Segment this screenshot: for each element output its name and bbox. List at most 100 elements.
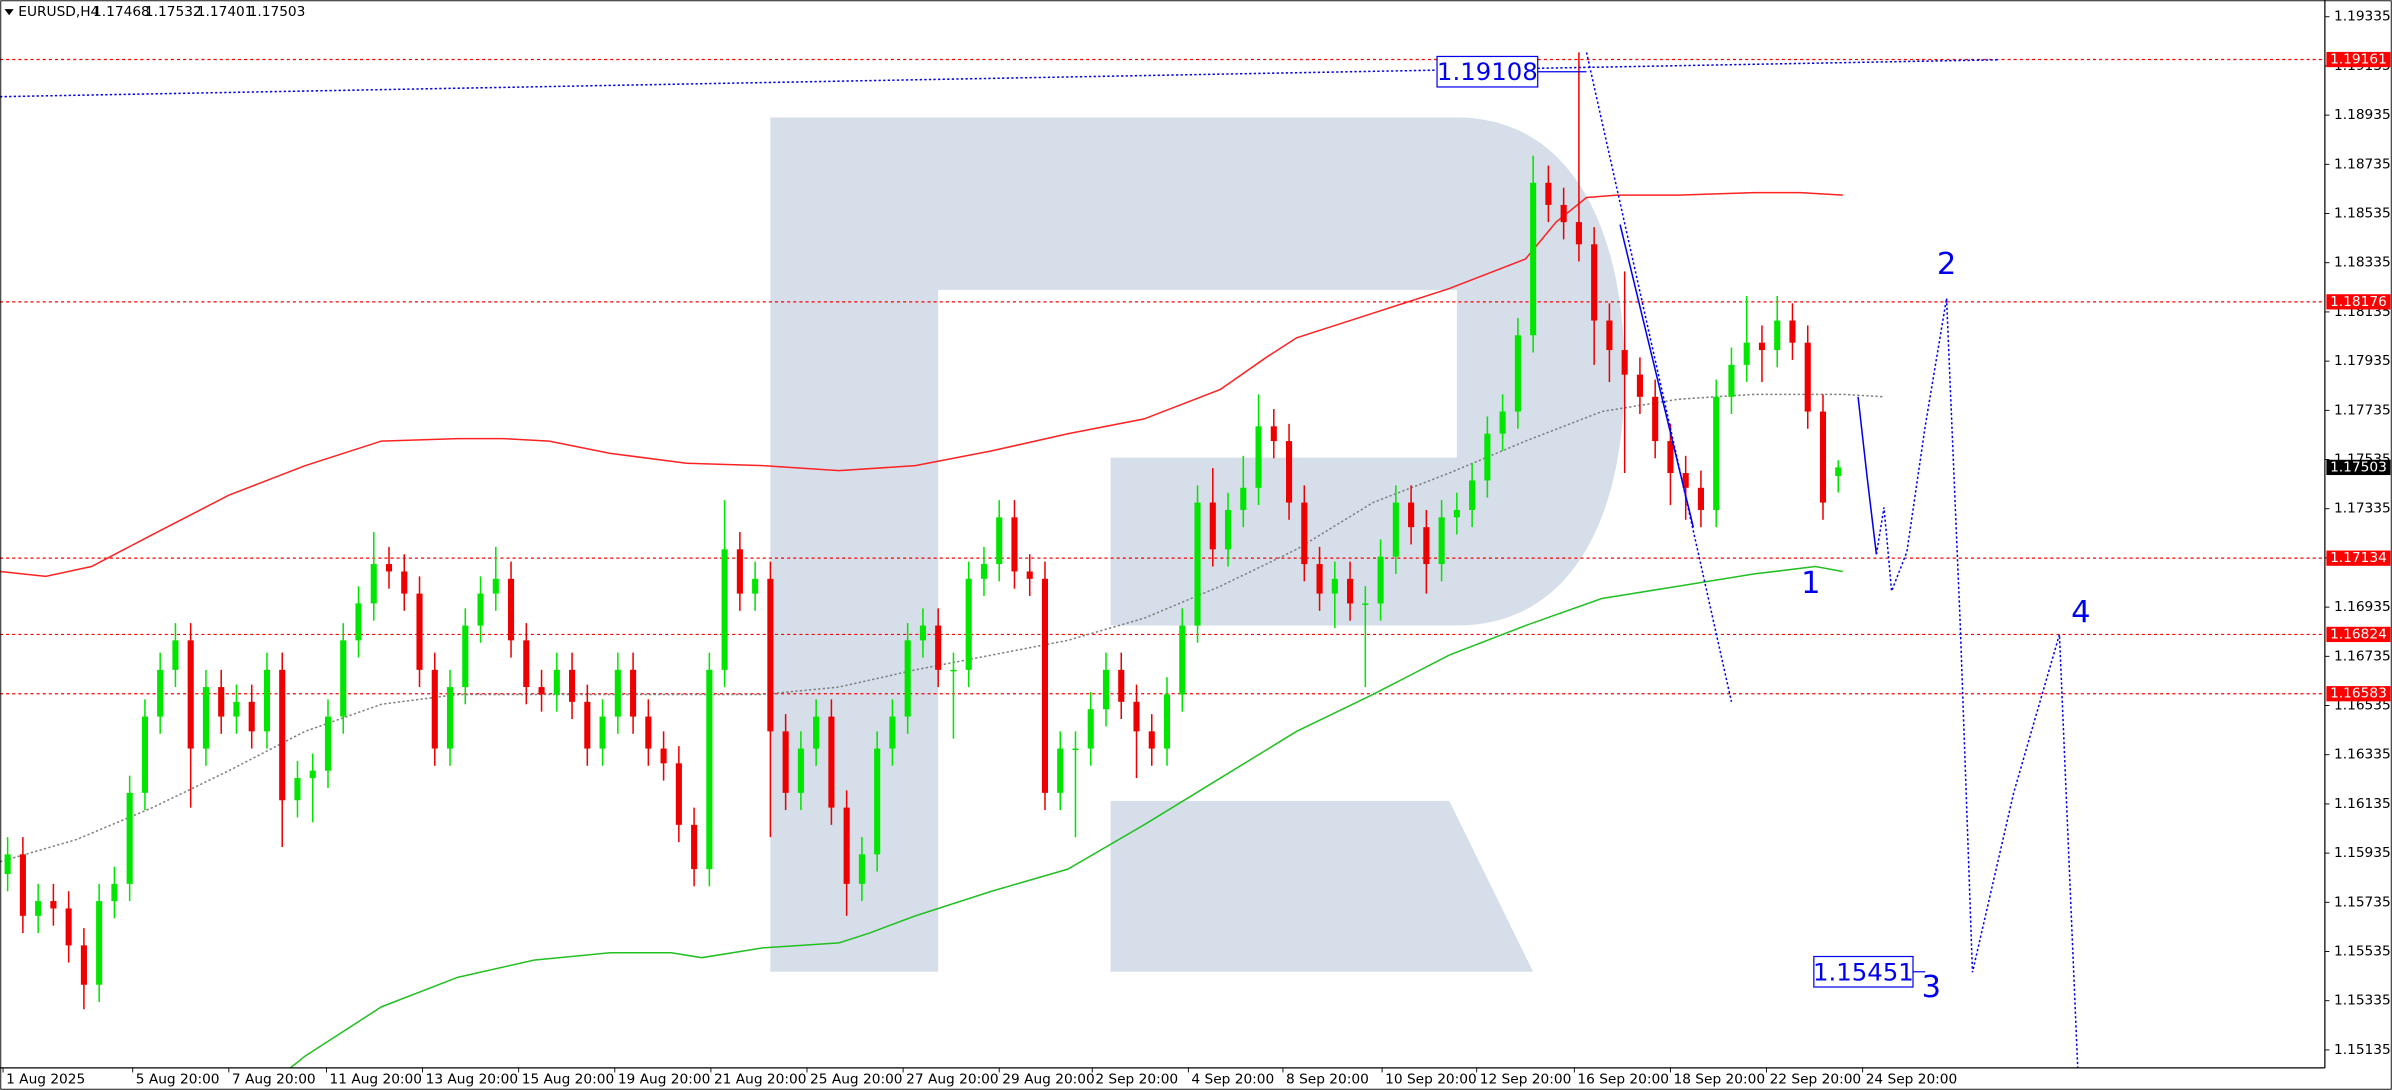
x-tick-label: 19 Aug 20:00 <box>618 1071 711 1087</box>
candle-body <box>431 669 438 749</box>
candle-body <box>1209 502 1216 550</box>
candle-body <box>1438 517 1445 565</box>
menu-triangle[interactable] <box>4 9 14 16</box>
candle-body <box>187 640 194 749</box>
x-tick-label: 1 Aug 2025 <box>6 1071 85 1087</box>
header-high: 1.17532 <box>145 4 202 20</box>
candle-body <box>1102 669 1110 710</box>
candle-body <box>462 625 469 688</box>
candle-body <box>706 669 713 870</box>
candle-body <box>248 701 255 732</box>
candle-body <box>813 716 820 749</box>
candle-body <box>1011 517 1018 572</box>
candle-body <box>1469 480 1476 510</box>
candle-body <box>1697 487 1704 510</box>
candle-body <box>1224 509 1232 550</box>
candle-body <box>1377 556 1384 604</box>
header-open: 1.17468 <box>93 4 150 20</box>
candle-body <box>1148 731 1155 749</box>
candle-body <box>538 687 545 695</box>
indicator-line <box>0 191 1843 578</box>
candle-body <box>1041 578 1049 793</box>
level-tag <box>2326 294 2391 310</box>
x-tick-label: 8 Sep 20:00 <box>1286 1071 1369 1087</box>
candle-body <box>645 716 652 749</box>
candle-body <box>1453 509 1460 518</box>
candle-body <box>35 901 42 916</box>
y-tick-label: 1.18335 <box>2334 255 2391 271</box>
trend-line <box>1585 52 1733 703</box>
candle-body <box>1484 433 1491 481</box>
level-tag <box>2326 686 2391 702</box>
candle-body <box>965 578 972 670</box>
y-tick-label: 1.15135 <box>2334 1042 2391 1058</box>
candle-body <box>19 854 26 916</box>
x-tick-label: 22 Sep 20:00 <box>1770 1071 1862 1087</box>
plot-area: 1.19108 1.15451 1 2 3 4 <box>0 52 2325 1068</box>
y-tick-label: 1.18535 <box>2334 206 2391 222</box>
candle-body <box>782 731 789 793</box>
candle-body <box>614 669 621 717</box>
candle-body <box>843 807 850 884</box>
candle-body <box>1514 335 1521 412</box>
candle-body <box>1392 502 1399 557</box>
header-close: 1.17503 <box>249 4 306 20</box>
candle-body <box>1728 364 1735 397</box>
y-tick-label: 1.17335 <box>2334 501 2391 517</box>
x-tick-label: 21 Aug 20:00 <box>714 1071 807 1087</box>
candle-body <box>157 669 164 717</box>
x-tick-label: 27 Aug 20:00 <box>906 1071 999 1087</box>
level-label: 1.19161 <box>2330 52 2387 68</box>
y-tick-label: 1.17735 <box>2334 402 2391 418</box>
candle-body <box>202 687 209 749</box>
candle-body <box>507 578 515 641</box>
x-tick-label: 7 Aug 20:00 <box>232 1071 316 1087</box>
candle-body <box>523 640 530 688</box>
candle-body <box>996 517 1003 565</box>
candle-body <box>1255 426 1262 488</box>
candle-body <box>1743 342 1750 365</box>
price-box <box>1813 955 1914 988</box>
candle-body <box>1423 527 1430 565</box>
x-tick-label: 24 Sep 20:00 <box>1866 1071 1958 1087</box>
level-label: 1.18176 <box>2330 294 2387 310</box>
candle-body <box>111 883 118 902</box>
candle-body <box>1072 748 1079 751</box>
candle-body <box>721 549 728 670</box>
candle-body <box>370 564 377 604</box>
candle-body <box>340 640 347 717</box>
candle-body <box>1682 473 1689 488</box>
candle-body <box>477 593 484 626</box>
candle-body <box>401 571 408 594</box>
wave-label: 2 <box>1937 247 1956 282</box>
wave-label: 4 <box>2071 595 2090 630</box>
y-tick-label: 1.19335 <box>2334 9 2391 25</box>
candle-body <box>889 716 896 749</box>
y-tick-label: 1.15935 <box>2334 845 2391 861</box>
trend-line <box>1857 396 1878 555</box>
candle-body <box>172 640 179 670</box>
trend-line <box>1619 224 1695 528</box>
candle-body <box>1270 426 1277 442</box>
y-tick-label: 1.16535 <box>2334 698 2391 714</box>
candle-body <box>1362 603 1369 605</box>
price-box-label: 1.19108 <box>1437 57 1538 86</box>
x-tick-label: 16 Sep 20:00 <box>1577 1071 1669 1087</box>
candle-body <box>80 945 87 985</box>
candle-body <box>1026 571 1033 579</box>
level-tag <box>2326 550 2391 566</box>
candle-body <box>1545 182 1552 205</box>
candle-body <box>935 625 942 670</box>
y-tick-label: 1.16135 <box>2334 796 2391 812</box>
x-tick-label: 13 Aug 20:00 <box>426 1071 519 1087</box>
wave-label: 3 <box>1922 970 1941 1005</box>
candle-body <box>1286 441 1293 503</box>
candle-body <box>50 901 57 909</box>
y-tick-label: 1.15735 <box>2334 894 2391 910</box>
candle-body <box>1163 694 1171 749</box>
trend-line <box>0 59 1999 98</box>
candle-body <box>1575 222 1582 245</box>
y-tick-label: 1.18735 <box>2334 156 2391 172</box>
